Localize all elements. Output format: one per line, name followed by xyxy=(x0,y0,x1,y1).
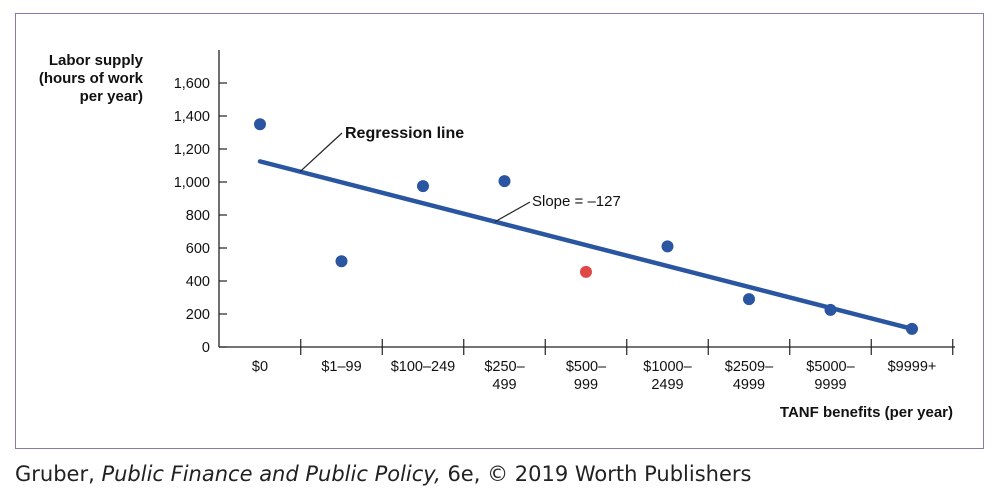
regression-line xyxy=(257,159,915,332)
y-tick-label: 1,600 xyxy=(174,76,210,92)
y-tick-label: 200 xyxy=(186,307,210,323)
data-point xyxy=(824,303,837,316)
x-tick-label: 4999 xyxy=(733,377,765,393)
y-tick-label: 1,000 xyxy=(174,175,210,191)
data-point xyxy=(580,265,592,278)
x-tick-label: 999 xyxy=(574,377,598,393)
x-tick-label: $250– xyxy=(484,359,525,375)
y-tick-label: 800 xyxy=(186,208,210,224)
y-tick-label: 1,400 xyxy=(174,109,210,125)
caption-author: Gruber, xyxy=(15,462,102,486)
x-tick-label: $1–99 xyxy=(321,359,361,375)
x-axis-label: TANF benefits (per year) xyxy=(780,404,953,421)
slope-label: Slope = –127 xyxy=(532,193,621,210)
data-point xyxy=(254,118,266,131)
y-axis-label: Labor supply xyxy=(49,52,144,69)
x-tick-label: $0 xyxy=(252,359,268,375)
data-point xyxy=(743,293,755,306)
regression-label: Regression line xyxy=(345,125,464,142)
x-tick-label: $2509– xyxy=(725,359,774,375)
x-tick-label: 499 xyxy=(492,377,516,393)
data-point xyxy=(335,255,348,268)
x-tick-label: $100–249 xyxy=(391,359,456,375)
x-tick-label: $500– xyxy=(566,359,607,375)
x-tick-label: 9999 xyxy=(814,377,846,393)
y-tick-label: 400 xyxy=(186,274,210,290)
regression-label-leader xyxy=(299,132,343,173)
caption-title: Public Finance and Public Policy, xyxy=(101,462,441,486)
data-point xyxy=(417,180,429,193)
data-point xyxy=(906,322,918,335)
x-tick-label: $5000– xyxy=(806,359,855,375)
y-tick-label: 1,200 xyxy=(174,142,210,158)
x-tick-label: $9999+ xyxy=(888,359,937,375)
y-tick-label: 600 xyxy=(186,241,210,257)
slope-label-leader xyxy=(494,201,531,223)
y-axis-label: per year) xyxy=(80,88,143,105)
data-point xyxy=(498,175,511,188)
caption-rest: 6e, © 2019 Worth Publishers xyxy=(440,462,752,486)
y-axis-label: (hours of work xyxy=(39,70,144,87)
x-tick-label: $1000– xyxy=(643,359,692,375)
x-tick-label: 2499 xyxy=(651,377,683,393)
figure-caption: Gruber, Public Finance and Public Policy… xyxy=(15,462,751,486)
y-tick-label: 0 xyxy=(202,340,210,356)
data-point xyxy=(661,240,674,253)
figure-frame xyxy=(15,13,984,449)
